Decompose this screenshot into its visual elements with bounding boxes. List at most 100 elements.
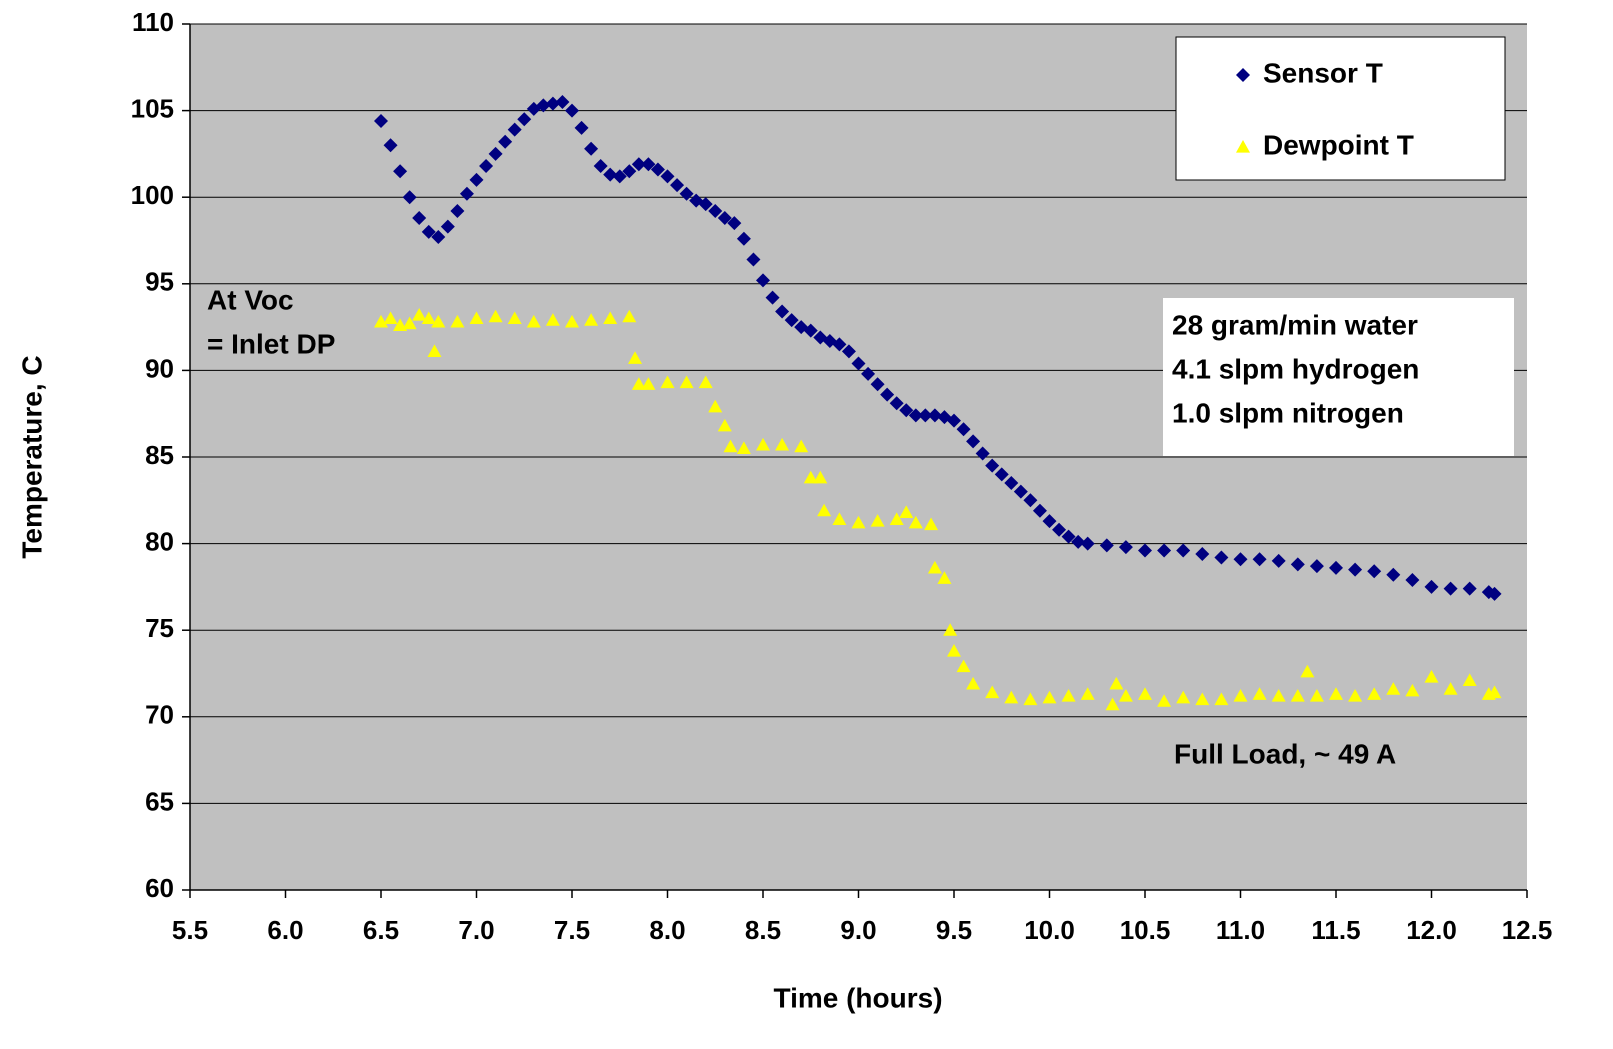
point xyxy=(947,643,961,657)
point xyxy=(1233,689,1248,702)
point xyxy=(1329,560,1343,575)
point xyxy=(717,210,732,225)
point xyxy=(817,503,832,517)
point xyxy=(374,314,388,328)
x-tick-label: 9.5 xyxy=(936,915,972,945)
annotation: At Voc xyxy=(207,284,294,315)
point xyxy=(631,157,646,172)
point xyxy=(918,408,933,423)
point xyxy=(1118,689,1133,702)
point xyxy=(593,159,608,174)
x-tick-label: 6.5 xyxy=(363,915,399,945)
point xyxy=(861,366,876,381)
point xyxy=(1462,581,1477,596)
annotation: 1.0 slpm nitrogen xyxy=(1172,397,1404,428)
point xyxy=(698,197,713,212)
point xyxy=(1195,692,1210,706)
point xyxy=(880,387,895,402)
point xyxy=(402,190,417,205)
x-tick-label: 8.0 xyxy=(649,915,685,945)
point xyxy=(421,311,436,325)
point xyxy=(924,517,939,531)
point xyxy=(1462,673,1477,687)
point xyxy=(908,515,923,529)
point xyxy=(956,422,971,437)
point xyxy=(622,309,637,323)
point xyxy=(803,470,818,484)
point xyxy=(975,446,990,461)
point xyxy=(1004,475,1019,490)
legend-marker xyxy=(1236,140,1250,153)
point xyxy=(1071,534,1086,549)
point xyxy=(383,138,398,153)
point xyxy=(813,470,828,484)
point xyxy=(650,162,665,177)
point xyxy=(584,313,599,326)
point xyxy=(756,273,770,288)
point xyxy=(1032,503,1047,518)
x-tick-label: 12.0 xyxy=(1406,915,1457,945)
point xyxy=(427,344,442,357)
point xyxy=(507,311,522,325)
point xyxy=(956,659,971,673)
point xyxy=(889,512,904,525)
point xyxy=(1348,689,1363,702)
point xyxy=(775,437,790,451)
point xyxy=(985,458,1000,473)
point xyxy=(1233,552,1248,567)
point xyxy=(1042,690,1057,704)
y-tick-label: 80 xyxy=(145,526,174,556)
point xyxy=(545,313,560,326)
point xyxy=(507,122,522,137)
point xyxy=(947,413,961,428)
point xyxy=(1405,572,1420,587)
legend-label: Sensor T xyxy=(1263,57,1383,88)
point xyxy=(374,113,388,128)
point xyxy=(641,377,656,390)
point xyxy=(517,112,532,127)
annotation-box xyxy=(1163,298,1514,456)
point xyxy=(1157,543,1172,558)
point xyxy=(775,304,790,319)
x-tick-label: 7.5 xyxy=(554,915,590,945)
point xyxy=(927,560,942,574)
point xyxy=(1023,493,1038,508)
point xyxy=(1309,689,1324,702)
point xyxy=(708,204,723,219)
x-tick-label: 9.0 xyxy=(840,915,876,945)
point xyxy=(1300,664,1315,678)
y-tick-label: 70 xyxy=(145,700,174,730)
legend-label: Dewpoint T xyxy=(1263,129,1414,160)
y-tick-label: 60 xyxy=(145,873,174,903)
point xyxy=(994,467,1009,482)
point xyxy=(1252,687,1267,700)
point xyxy=(985,685,1000,699)
point xyxy=(1080,536,1095,551)
point xyxy=(469,172,484,187)
legend-marker xyxy=(1236,68,1250,82)
point xyxy=(440,219,455,234)
point xyxy=(1348,562,1363,577)
x-tick-label: 6.0 xyxy=(267,915,303,945)
point xyxy=(1176,543,1191,558)
point xyxy=(565,314,579,328)
point xyxy=(1105,697,1120,711)
point xyxy=(1290,689,1305,702)
point xyxy=(565,103,579,118)
point xyxy=(803,323,818,338)
annotation: 28 gram/min water xyxy=(1172,309,1418,340)
x-tick-label: 12.5 xyxy=(1502,915,1553,945)
legend-box xyxy=(1175,36,1506,181)
point xyxy=(727,216,742,231)
point xyxy=(1061,529,1076,544)
point xyxy=(498,134,513,149)
x-tick-label: 11.0 xyxy=(1216,915,1265,945)
point xyxy=(756,437,770,451)
annotation: 4.1 slpm hydrogen xyxy=(1172,353,1419,384)
point xyxy=(1138,687,1152,700)
point xyxy=(1367,687,1382,700)
point xyxy=(670,178,685,193)
point xyxy=(1061,689,1076,702)
point xyxy=(698,375,713,389)
